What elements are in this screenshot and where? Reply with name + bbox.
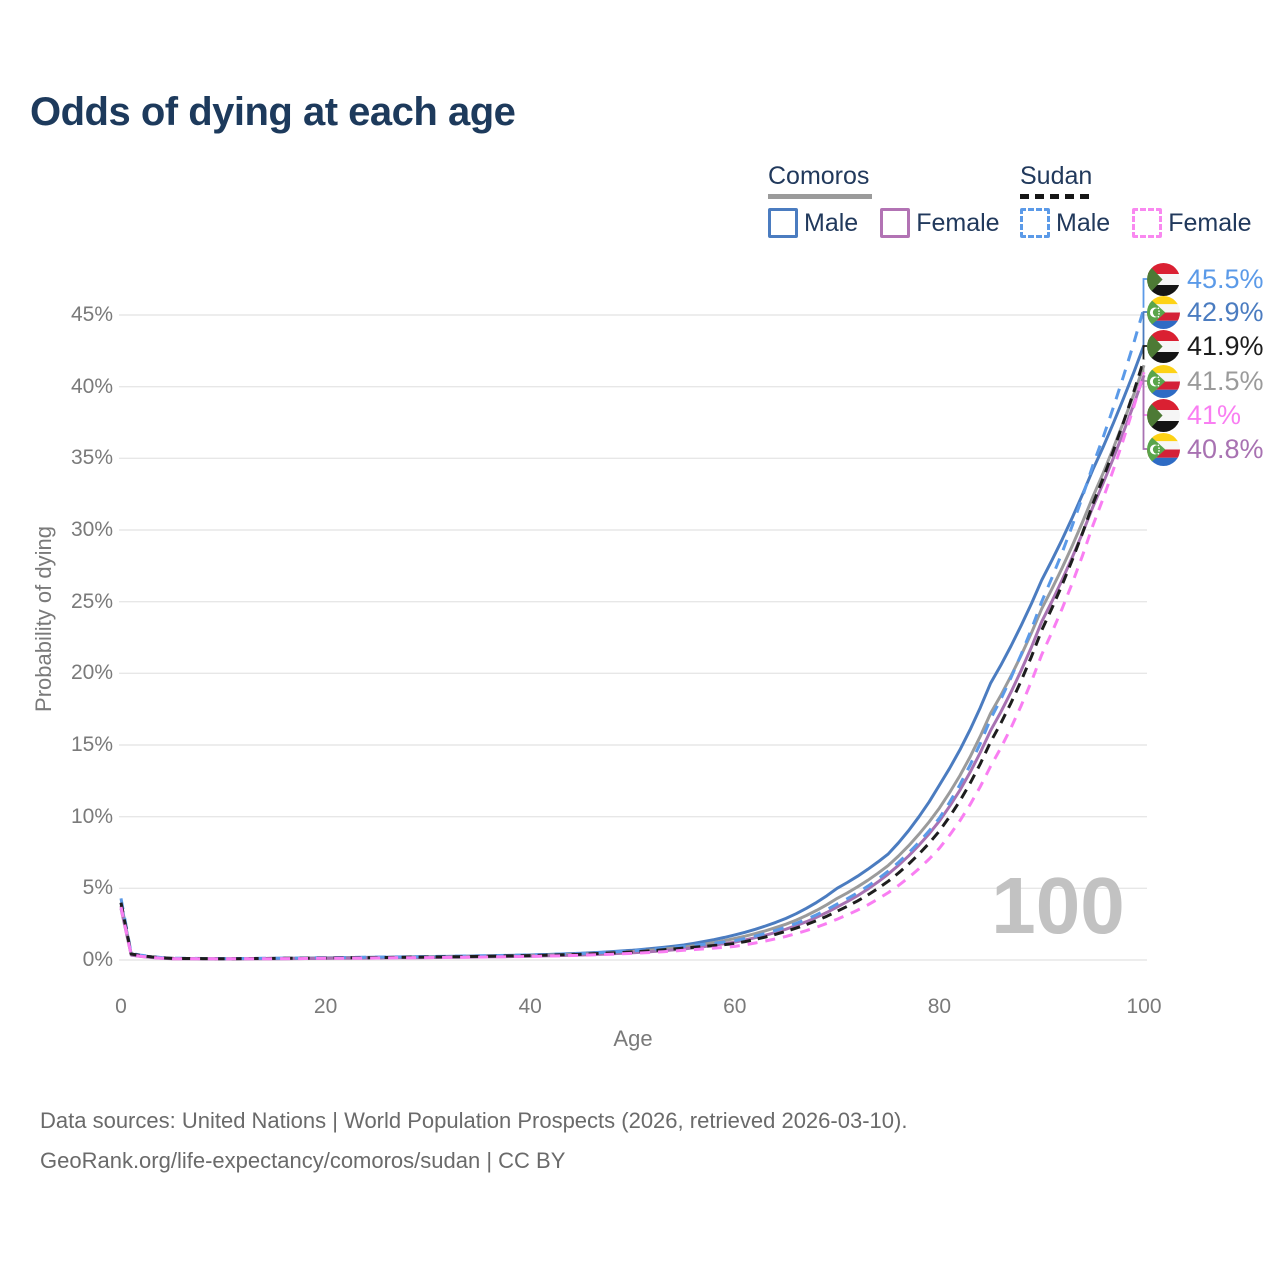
legend-underline-sudan-dashed-line [1020, 194, 1094, 199]
end-label-sudan-both-sexes: 41.9% [1147, 329, 1264, 363]
legend-swatch-sudan-male[interactable] [1020, 208, 1050, 238]
y-tick-label: 10% [70, 804, 113, 828]
end-label-sudan-female: 41% [1147, 398, 1242, 432]
series-line-sudan-female [119, 371, 1146, 961]
series-lines [119, 307, 1146, 961]
x-tick-label: 100 [1126, 995, 1162, 1018]
y-tick-label: 0% [82, 948, 113, 971]
x-tick-label: 60 [723, 995, 747, 1018]
end-label-value: 42.9% [1187, 296, 1264, 327]
legend-country-sudan: Sudan [1020, 162, 1093, 190]
y-tick-label: 25% [70, 589, 113, 613]
legend-label-sudan-female: Female [1168, 208, 1252, 237]
legend-country-comoros: Comoros [768, 162, 870, 190]
legend-swatch-sudan-female[interactable] [1132, 208, 1163, 238]
end-label-comoros-female: 40.8% [1147, 432, 1264, 466]
y-tick-label: 20% [70, 661, 113, 685]
end-label-comoros-both-sexes: 41.5% [1147, 364, 1264, 398]
end-label-value: 41% [1187, 399, 1242, 430]
legend-swatch-comoros-female[interactable] [880, 208, 911, 238]
x-tick-label: 0 [115, 995, 127, 1018]
sudan-flag-icon [1147, 329, 1180, 363]
x-tick-label: 40 [518, 995, 542, 1018]
data-source-line-2: GeoRank.org/life-expectancy/comoros/suda… [40, 1148, 566, 1173]
legend-group-comoros: Comoros Male Female [768, 162, 1000, 238]
comoros-flag-icon [1147, 432, 1180, 466]
end-label-value: 41.5% [1187, 365, 1264, 396]
y-tick-label: 45% [70, 303, 113, 326]
legend-label-comoros-female: Female [916, 208, 1000, 237]
y-tick-label: 15% [70, 733, 113, 756]
x-tick-label: 80 [927, 995, 952, 1018]
end-label-sudan-male: 45.5% [1147, 262, 1264, 296]
legend-group-sudan: Sudan Male Female [1020, 162, 1252, 238]
end-label-value: 40.8% [1187, 433, 1264, 464]
x-axis-title: Age [613, 1026, 653, 1051]
end-label-value: 45.5% [1187, 263, 1264, 294]
y-tick-label: 5% [82, 876, 113, 900]
x-tick-label: 20 [313, 995, 338, 1018]
y-tick-label: 35% [70, 446, 113, 470]
data-source-line-1: Data sources: United Nations | World Pop… [40, 1108, 908, 1133]
sudan-flag-icon [1147, 398, 1180, 432]
legend-underline-comoros-solid-line [768, 194, 872, 199]
end-label-comoros-male: 42.9% [1147, 295, 1264, 329]
legend-label-sudan-male: Male [1056, 208, 1111, 237]
series-line-sudan-both-sexes [119, 358, 1146, 961]
y-tick-label: 30% [70, 518, 113, 541]
comoros-flag-icon [1147, 295, 1180, 329]
legend-label-comoros-male: Male [804, 208, 859, 237]
legend-swatch-comoros-male[interactable] [768, 208, 798, 238]
page-title: Odds of dying at each age [30, 90, 516, 134]
end-label-value: 41.9% [1187, 330, 1264, 361]
y-tick-label: 40% [70, 374, 113, 398]
sudan-flag-icon [1147, 262, 1180, 296]
age-counter-watermark: 100 [991, 861, 1125, 950]
comoros-flag-icon [1147, 364, 1180, 398]
